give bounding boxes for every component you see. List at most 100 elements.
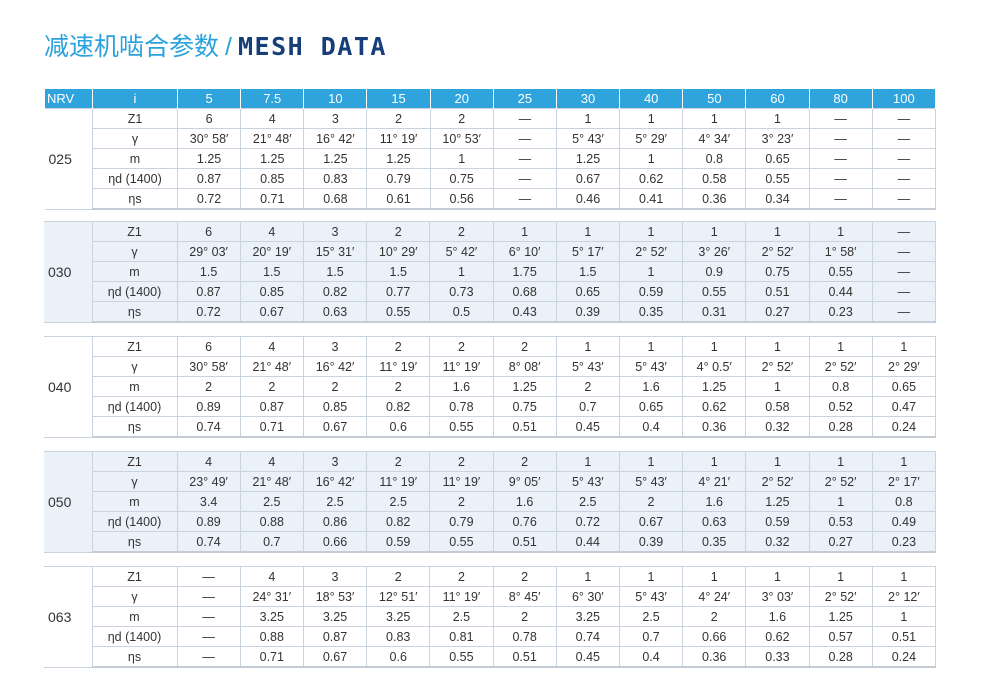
table-cell: 1 bbox=[808, 566, 873, 587]
table-cell: — bbox=[808, 188, 873, 210]
table-cell: 1 bbox=[745, 108, 810, 129]
row-label: γ bbox=[92, 128, 178, 149]
mesh-table-050: 050 Z1 4 4 3 2 2 2 1 1 1 1 1 1 γ 23° 49′ 21° 48′ 16° 42′ 1… bbox=[44, 451, 937, 553]
mesh-table-040: 040 Z1 6 4 3 2 2 2 1 1 1 1 1 1 γ 30° 58′ 21° 48′ 16° 42′ 1… bbox=[44, 336, 937, 438]
table-cell: 12° 51′ bbox=[366, 586, 431, 607]
row-label: ηs bbox=[92, 188, 178, 210]
table-cell: 2 bbox=[302, 376, 368, 397]
table-cell: 18° 53′ bbox=[302, 586, 368, 607]
table-cell: — bbox=[492, 168, 557, 189]
header-ratio: 10 bbox=[303, 89, 368, 109]
table-cell: 9° 05′ bbox=[492, 471, 557, 492]
table-cell: — bbox=[808, 128, 873, 149]
table-cell: 1.6 bbox=[618, 376, 684, 397]
table-row: ηs —0.71 0.67 0.6 0.55 0.51 0.45 0.4 0.36 0.33 0.2… bbox=[44, 646, 937, 668]
table-cell: 0.88 bbox=[239, 511, 304, 532]
table-cell: 0.85 bbox=[302, 396, 368, 417]
table-cell: — bbox=[871, 148, 937, 169]
table-cell: — bbox=[871, 128, 937, 149]
table-cell: 1 bbox=[555, 566, 620, 587]
table-cell: 1 bbox=[555, 451, 620, 472]
table-cell: 5° 43′ bbox=[618, 586, 684, 607]
table-cell: 0.24 bbox=[871, 416, 937, 438]
table-cell: 0.74 bbox=[176, 416, 241, 438]
table-cell: — bbox=[492, 108, 557, 129]
table-cell: 0.83 bbox=[303, 168, 368, 189]
row-label: ηs bbox=[91, 531, 178, 553]
table-cell: 0.59 bbox=[745, 511, 810, 532]
row-label: γ bbox=[91, 241, 178, 262]
table-cell: 0.47 bbox=[871, 396, 937, 417]
table-row: m —3.25 3.25 3.25 2.5 2 3.25 2.5 2 1.6 1.25 1 bbox=[44, 606, 937, 627]
table-cell: 0.82 bbox=[366, 511, 431, 532]
header-ratio: 40 bbox=[619, 89, 684, 109]
table-cell: 0.66 bbox=[682, 626, 747, 647]
table-cell: 0.8 bbox=[871, 491, 937, 512]
table-cell: 0.65 bbox=[871, 376, 937, 397]
row-label: ηs bbox=[91, 416, 178, 438]
nrv-size: 030 bbox=[44, 221, 93, 323]
table-cell: 0.75 bbox=[429, 168, 494, 189]
table-cell: 21° 48′ bbox=[240, 128, 305, 149]
table-cell: 0.55 bbox=[429, 646, 494, 668]
table-cell: 2° 52′ bbox=[745, 471, 810, 492]
table-cell: 0.32 bbox=[745, 531, 810, 553]
table-cell: 1.25 bbox=[492, 376, 557, 397]
table-cell: 0.45 bbox=[555, 416, 620, 438]
table-cell: 1.25 bbox=[682, 376, 747, 397]
table-cell: 11° 19′ bbox=[429, 471, 494, 492]
row-label: Z1 bbox=[91, 566, 178, 587]
table-cell: 16° 42′ bbox=[302, 356, 368, 377]
mesh-table-025: NRV i 5 7.5 10 15 20 25 30 40 50 60 80 100 025 Z1 6 4 3 2 2—… bbox=[44, 89, 937, 210]
table-cell: 1 bbox=[682, 451, 747, 472]
table-cell: 5° 29′ bbox=[619, 128, 684, 149]
table-cell: 0.62 bbox=[619, 168, 684, 189]
table-cell: 0.51 bbox=[492, 646, 557, 668]
table-cell: 1 bbox=[618, 336, 684, 357]
table-cell: 1.25 bbox=[366, 148, 431, 169]
table-cell: — bbox=[871, 241, 937, 262]
table-cell: 0.7 bbox=[555, 396, 620, 417]
table-cell: — bbox=[176, 566, 241, 587]
table-cell: 0.65 bbox=[618, 396, 684, 417]
nrv-size: 050 bbox=[44, 451, 93, 553]
table-row: γ —24° 31′ 18° 53′ 12° 51′ 11° 19′ 8° 45′ 6° 3… bbox=[44, 586, 937, 607]
table-cell: 1.25 bbox=[303, 148, 368, 169]
table-row: m 2 2 2 2 1.6 1.25 2 1.6 1.25 1 0.8 0.65 bbox=[44, 376, 937, 397]
header-nrv: NRV bbox=[44, 89, 93, 109]
table-cell: 0.51 bbox=[745, 281, 810, 302]
table-cell: — bbox=[176, 646, 241, 668]
table-cell: 2° 52′ bbox=[808, 586, 873, 607]
table-cell: 0.55 bbox=[745, 168, 810, 189]
table-cell: 0.24 bbox=[871, 646, 937, 668]
table-cell: 0.67 bbox=[239, 301, 304, 323]
table-cell: 4° 21′ bbox=[682, 471, 747, 492]
row-label: Z1 bbox=[91, 451, 178, 472]
table-cell: 1 bbox=[429, 148, 494, 169]
table-row: ηd (1400) —0.88 0.87 0.83 0.81 0.78 0.74 0.7 0.6… bbox=[44, 626, 937, 647]
table-cell: — bbox=[176, 626, 241, 647]
table-cell: 1 bbox=[619, 148, 684, 169]
table-cell: 2 bbox=[429, 108, 494, 129]
table-cell: 1 bbox=[682, 566, 747, 587]
table-cell: 11° 19′ bbox=[366, 471, 431, 492]
table-cell: 2° 52′ bbox=[618, 241, 684, 262]
table-cell: 1.25 bbox=[176, 148, 242, 169]
table-cell: 0.49 bbox=[871, 511, 937, 532]
table-cell: 0.89 bbox=[176, 396, 241, 417]
table-cell: 0.78 bbox=[492, 626, 557, 647]
table-row: ηd (1400) 0.87 0.85 0.82 0.77 0.73 0.68 0.65 0.5… bbox=[44, 281, 937, 302]
table-cell: 1 bbox=[555, 108, 621, 129]
table-cell: 1.6 bbox=[429, 376, 494, 397]
table-cell: 0.27 bbox=[808, 531, 873, 553]
table-cell: 11° 19′ bbox=[429, 356, 494, 377]
block-040: 040 Z1 6 4 3 2 2 2 1 1 1 1 1 1 γ 30° 58′ 21° 48′ 16° 42′ 1… bbox=[44, 336, 937, 438]
table-cell: 1.5 bbox=[366, 261, 431, 282]
table-cell: 0.55 bbox=[429, 416, 494, 438]
table-cell: 0.8 bbox=[808, 376, 873, 397]
table-cell: 11° 19′ bbox=[429, 586, 494, 607]
table-cell: 2.5 bbox=[366, 491, 431, 512]
table-cell: 0.62 bbox=[745, 626, 810, 647]
table-cell: 2 bbox=[366, 566, 431, 587]
table-cell: 0.4 bbox=[618, 416, 684, 438]
